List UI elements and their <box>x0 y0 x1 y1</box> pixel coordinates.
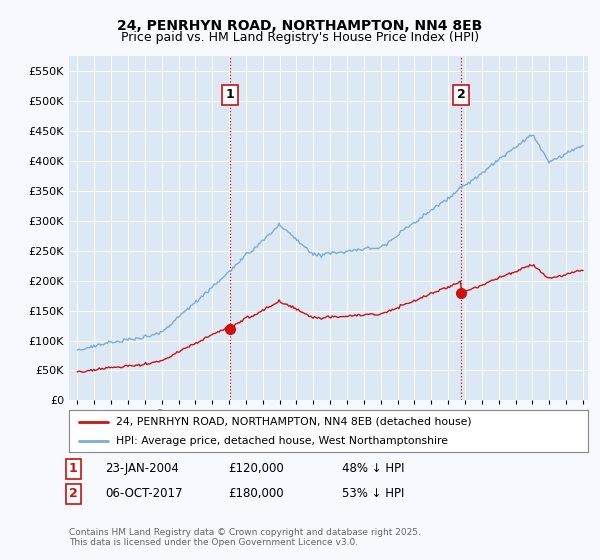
Text: 24, PENRHYN ROAD, NORTHAMPTON, NN4 8EB (detached house): 24, PENRHYN ROAD, NORTHAMPTON, NN4 8EB (… <box>116 417 472 427</box>
Text: 2: 2 <box>69 487 78 500</box>
Text: 23-JAN-2004: 23-JAN-2004 <box>105 462 179 475</box>
Text: Price paid vs. HM Land Registry's House Price Index (HPI): Price paid vs. HM Land Registry's House … <box>121 31 479 44</box>
Text: 2: 2 <box>457 88 466 101</box>
Text: £120,000: £120,000 <box>228 462 284 475</box>
Text: HPI: Average price, detached house, West Northamptonshire: HPI: Average price, detached house, West… <box>116 436 448 446</box>
Text: Contains HM Land Registry data © Crown copyright and database right 2025.
This d: Contains HM Land Registry data © Crown c… <box>69 528 421 547</box>
Text: 1: 1 <box>226 88 235 101</box>
Text: 1: 1 <box>69 462 78 475</box>
Text: 06-OCT-2017: 06-OCT-2017 <box>105 487 182 500</box>
Text: 48% ↓ HPI: 48% ↓ HPI <box>342 462 404 475</box>
Text: 53% ↓ HPI: 53% ↓ HPI <box>342 487 404 500</box>
Text: £180,000: £180,000 <box>228 487 284 500</box>
Text: 24, PENRHYN ROAD, NORTHAMPTON, NN4 8EB: 24, PENRHYN ROAD, NORTHAMPTON, NN4 8EB <box>118 19 482 33</box>
